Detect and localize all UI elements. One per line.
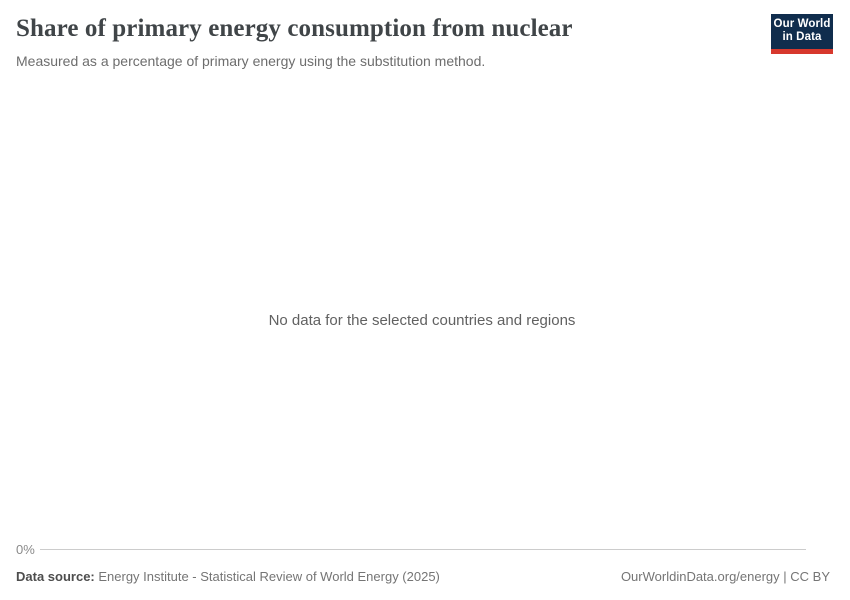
attribution-link[interactable]: OurWorldinData.org/energy | CC BY [620, 569, 830, 584]
data-source: Data source: Energy Institute - Statisti… [16, 569, 440, 585]
chart-title: Share of primary energy consumption from… [16, 15, 573, 42]
owid-logo-line1: Our World [773, 18, 831, 30]
data-source-value: Energy Institute - Statistical Review of… [94, 569, 440, 584]
y-axis-tick-label: 0% [16, 542, 35, 557]
chart-subtitle: Measured as a percentage of primary ener… [16, 53, 486, 69]
no-data-message: No data for the selected countries and r… [268, 312, 576, 329]
data-source-label: Data source: [16, 569, 95, 584]
owid-logo-line2: in Data [782, 31, 822, 43]
owid-logo[interactable]: Our World in Data [771, 14, 833, 54]
x-axis-line [40, 549, 806, 550]
footer: Data source: Energy Institute - Statisti… [16, 569, 830, 585]
